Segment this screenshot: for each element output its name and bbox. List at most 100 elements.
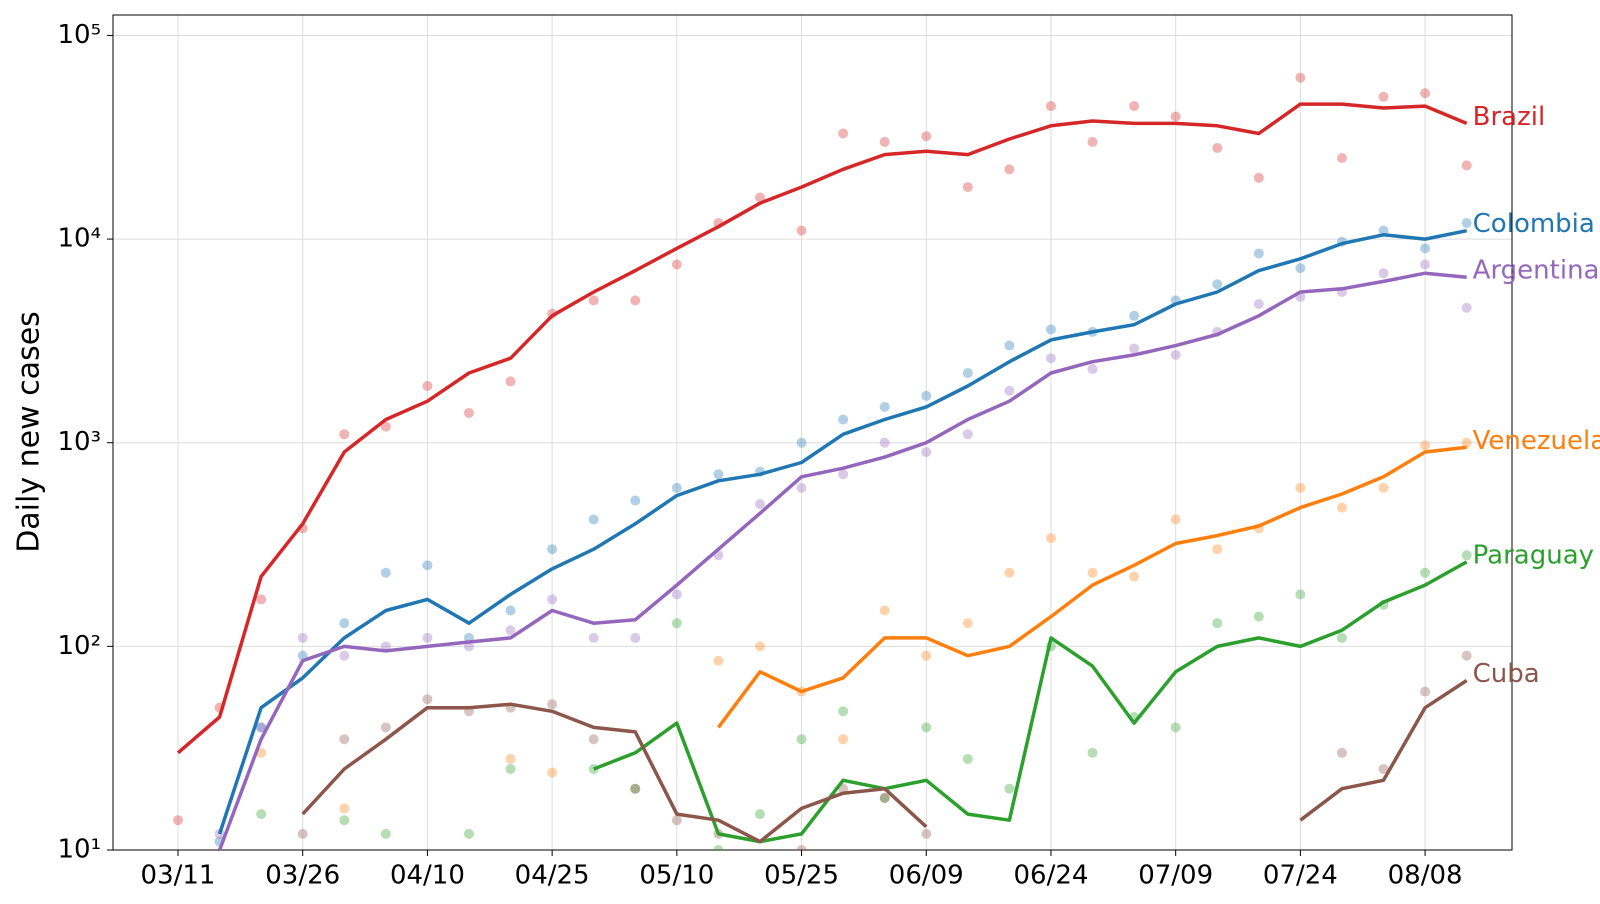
daily-point [796, 845, 807, 850]
daily-point [1212, 279, 1223, 290]
x-tick-label: 07/24 [1263, 861, 1338, 891]
daily-point [1461, 437, 1472, 448]
daily-point [921, 828, 932, 839]
daily-point [505, 753, 516, 764]
daily-point [1045, 101, 1056, 112]
daily-point [1045, 353, 1056, 364]
x-tick-label: 05/25 [764, 861, 839, 891]
x-tick-label: 08/08 [1388, 861, 1463, 891]
daily-point [671, 815, 682, 826]
daily-point [1336, 502, 1347, 513]
x-tick-label: 06/24 [1014, 861, 1089, 891]
daily-point [1004, 783, 1015, 794]
daily-point [1336, 153, 1347, 164]
daily-point [1461, 650, 1472, 661]
series-label: Brazil [1473, 102, 1546, 132]
daily-point [962, 367, 973, 378]
daily-point [1170, 111, 1181, 122]
daily-point [1461, 550, 1472, 561]
daily-point [879, 136, 890, 147]
daily-point [754, 809, 765, 820]
series-label: Cuba [1473, 659, 1540, 689]
daily-point [1461, 217, 1472, 228]
daily-point [1378, 268, 1389, 279]
daily-point [339, 618, 350, 629]
daily-point [1378, 482, 1389, 493]
daily-point [838, 414, 849, 425]
daily-point [921, 447, 932, 458]
trend-line [301, 679, 1468, 844]
daily-point [962, 429, 973, 440]
daily-point [921, 650, 932, 661]
daily-point [547, 767, 558, 778]
daily-point [1420, 567, 1431, 578]
plot-area [173, 72, 1472, 850]
series-label: Colombia [1473, 209, 1595, 239]
daily-point [588, 295, 599, 306]
x-tick-label: 05/10 [639, 861, 714, 891]
daily-point [1295, 589, 1306, 600]
daily-point [1420, 259, 1431, 270]
daily-point [630, 295, 641, 306]
series-label: Paraguay [1473, 540, 1594, 570]
daily-point [1004, 340, 1015, 351]
daily-point [921, 722, 932, 733]
daily-point [1129, 343, 1140, 354]
x-tick-label: 04/10 [390, 861, 465, 891]
daily-point [1129, 310, 1140, 321]
daily-point [1420, 440, 1431, 451]
daily-point [796, 437, 807, 448]
x-tick-label: 04/25 [515, 861, 590, 891]
daily-point [1170, 349, 1181, 360]
daily-point [1461, 302, 1472, 313]
daily-point [713, 469, 724, 480]
daily-point [754, 192, 765, 203]
daily-point [671, 618, 682, 629]
daily-point [1420, 243, 1431, 254]
daily-point [463, 407, 474, 418]
daily-point [1004, 567, 1015, 578]
daily-point [962, 618, 973, 629]
daily-point [422, 380, 433, 391]
trend-line [593, 560, 1468, 844]
daily-point [1087, 364, 1098, 375]
daily-point [671, 259, 682, 270]
daily-point [796, 225, 807, 236]
daily-point [879, 401, 890, 412]
daily-point [588, 734, 599, 745]
daily-point [380, 641, 391, 652]
daily-point [256, 809, 267, 820]
daily-point [1045, 324, 1056, 335]
daily-point [1087, 136, 1098, 147]
daily-point [754, 641, 765, 652]
daily-point [1129, 571, 1140, 582]
daily-point [547, 699, 558, 710]
daily-point [1378, 225, 1389, 236]
daily-point [505, 376, 516, 387]
daily-point [713, 655, 724, 666]
daily-point [339, 429, 350, 440]
daily-point [838, 734, 849, 745]
y-axis-label: Daily new cases [12, 311, 47, 553]
daily-point [1461, 160, 1472, 171]
trend-line [217, 228, 1468, 835]
daily-point [297, 632, 308, 643]
daily-point [630, 495, 641, 506]
daily-point [173, 815, 183, 826]
daily-point [754, 499, 765, 510]
daily-point [297, 828, 308, 839]
y-tick-label: 10¹ [57, 835, 101, 865]
series-label: Venezuela [1473, 426, 1600, 456]
y-tick-label: 10² [57, 631, 101, 661]
daily-point [1004, 164, 1015, 175]
x-tick-label: 03/11 [141, 861, 216, 891]
series-label: Argentina [1473, 256, 1600, 286]
daily-point [671, 589, 682, 600]
daily-point [1420, 88, 1431, 99]
daily-point [380, 567, 391, 578]
daily-point [463, 828, 474, 839]
daily-point [1087, 567, 1098, 578]
daily-point [1253, 298, 1264, 309]
y-tick-label: 10³ [57, 427, 101, 457]
